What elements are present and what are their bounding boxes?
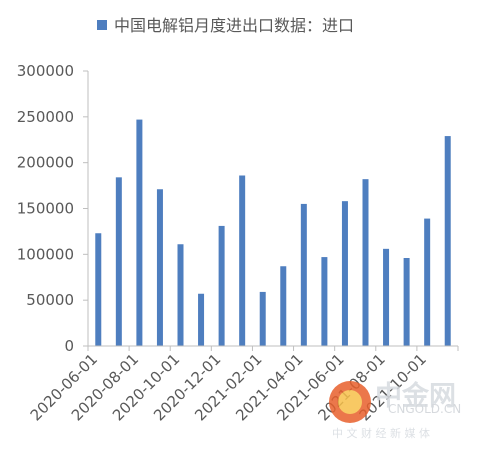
bar — [115, 177, 122, 346]
bar — [300, 203, 307, 346]
bar — [362, 179, 369, 346]
watermark-url: CNGOLD.CN — [388, 402, 461, 416]
bar — [239, 175, 246, 346]
y-tick-label: 0 — [64, 337, 74, 355]
y-tick-label: 300000 — [17, 62, 74, 80]
legend-swatch — [97, 20, 107, 30]
y-tick-label: 50000 — [26, 291, 74, 309]
bar — [198, 293, 205, 346]
y-tick-label: 100000 — [17, 245, 74, 263]
bar — [218, 225, 225, 346]
bar — [259, 291, 266, 346]
legend: 中国电解铝月度进出口数据：进口 — [97, 16, 354, 35]
watermark-logo: 中金网 CNGOLD.CN 中 文 财 经 新 媒 体 — [329, 380, 461, 440]
logo-emblem-inner-icon — [338, 390, 362, 414]
y-tick-label: 200000 — [17, 154, 74, 172]
bar — [280, 266, 287, 346]
bar — [321, 257, 328, 346]
bar — [424, 218, 431, 346]
legend-label: 中国电解铝月度进出口数据：进口 — [114, 16, 354, 35]
watermark-slogan: 中 文 财 经 新 媒 体 — [332, 426, 430, 440]
bar — [156, 189, 163, 346]
bars — [95, 119, 451, 346]
watermark-brand: 中金网 — [375, 380, 456, 412]
bar — [341, 201, 348, 346]
bar — [383, 248, 390, 346]
y-tick-label: 250000 — [17, 108, 74, 126]
y-axis: 0 50000 100000 150000 200000 250000 300000 — [17, 62, 89, 355]
bar — [177, 244, 184, 346]
bar — [136, 119, 143, 346]
bar — [95, 233, 102, 346]
bar — [403, 258, 410, 346]
y-tick-label: 150000 — [17, 200, 74, 218]
bar — [444, 136, 451, 346]
